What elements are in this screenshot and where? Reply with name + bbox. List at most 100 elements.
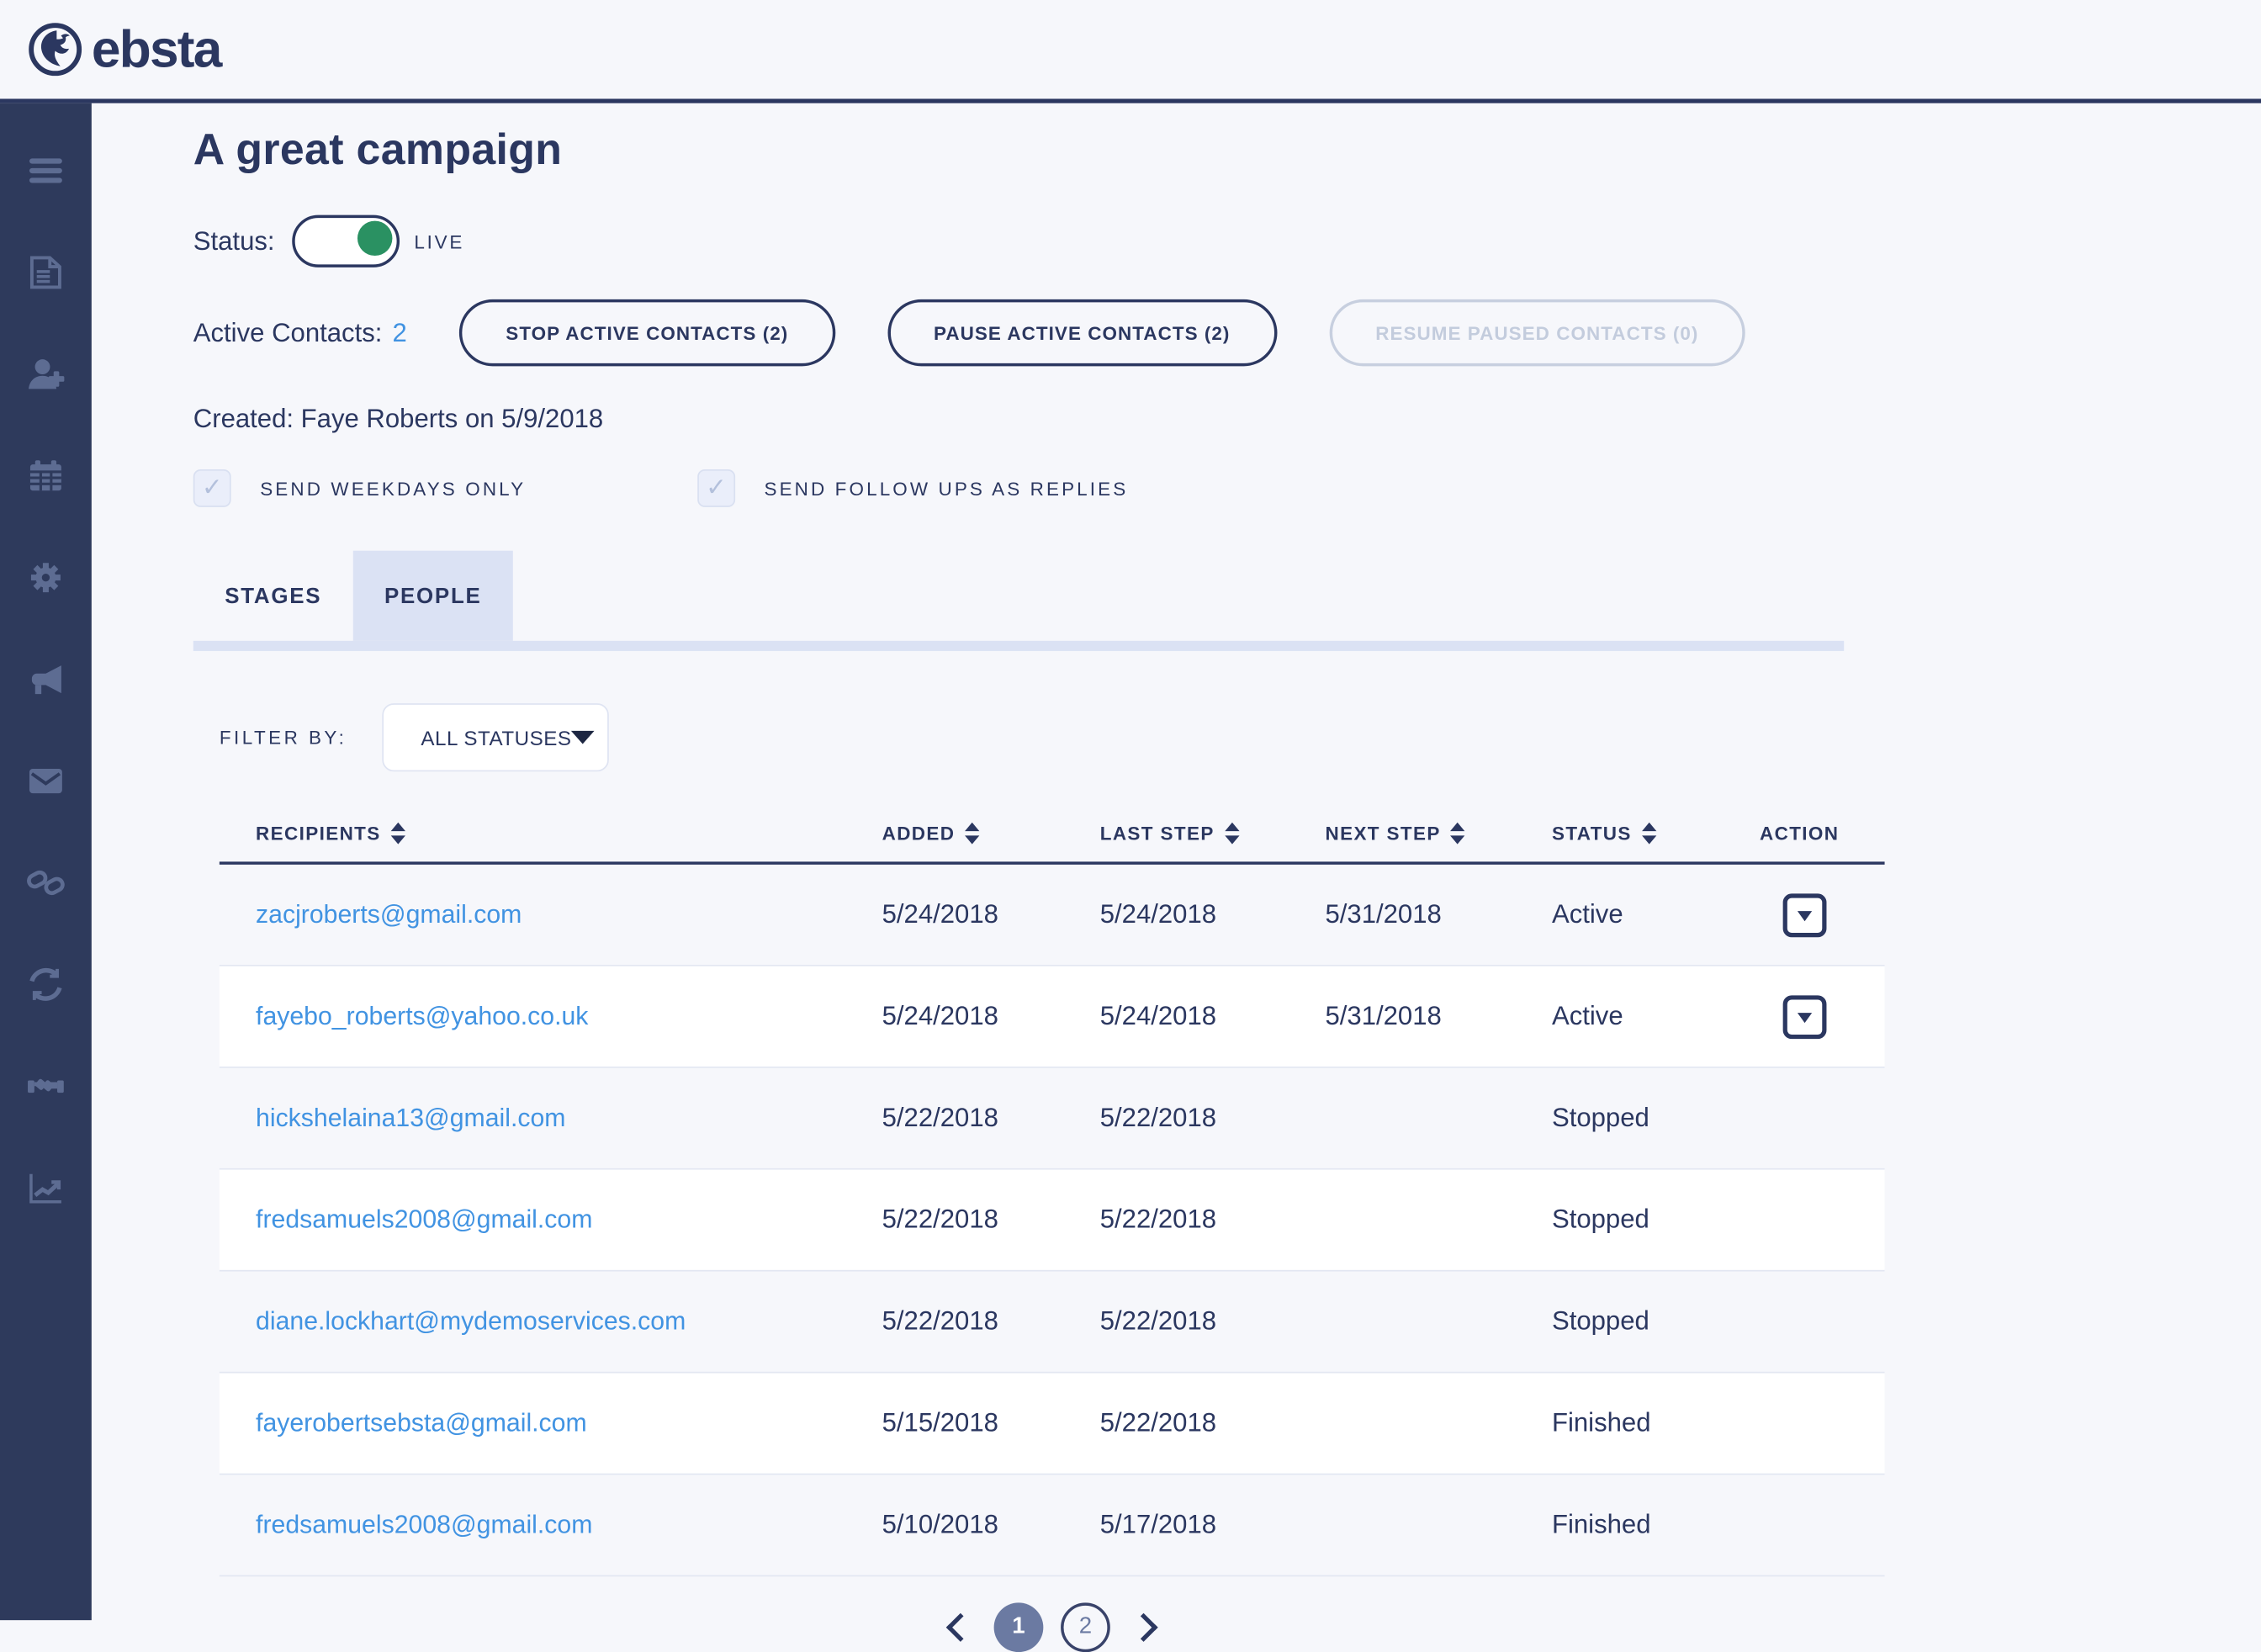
chart-icon[interactable] <box>0 1168 92 1208</box>
table-row: fredsamuels2008@gmail.com 5/10/2018 5/17… <box>219 1475 1885 1577</box>
column-label: NEXT STEP <box>1325 821 1441 844</box>
campaign-action-buttons: STOP ACTIVE CONTACTS (2) PAUSE ACTIVE CON… <box>407 299 1745 367</box>
last-step-cell: 5/24/2018 <box>1099 1001 1217 1030</box>
campaign-action-button[interactable]: PAUSE ACTIVE CONTACTS (2) <box>887 299 1277 367</box>
action-cell <box>1760 892 1885 937</box>
top-bar: ebsta <box>0 0 2261 103</box>
table-row: zacjroberts@gmail.com 5/24/2018 5/24/201… <box>219 865 1885 966</box>
tab[interactable]: STAGES <box>225 583 322 608</box>
last-step-cell: 5/22/2018 <box>1099 1407 1217 1438</box>
status-cell: Active <box>1551 1001 1623 1030</box>
ebsta-logo[interactable]: ebsta <box>26 19 223 80</box>
next-step-cell: 5/31/2018 <box>1325 899 1442 929</box>
recipient-cell: zacjroberts@gmail.com <box>220 899 882 929</box>
column-header-recipients[interactable]: RECIPIENTS <box>220 821 882 844</box>
created-info: Created: Faye Roberts on 5/9/2018 <box>193 404 604 433</box>
ebsta-bird-icon <box>26 20 84 78</box>
filter-row: FILTER BY: ALL STATUSES <box>220 703 2261 772</box>
row-action-dropdown-button[interactable] <box>1782 892 1827 937</box>
status-cell: Active <box>1551 899 1623 929</box>
last-step-cell: 5/17/2018 <box>1099 1509 1217 1539</box>
status-value: LIVE <box>414 230 465 252</box>
column-label: STATUS <box>1551 821 1632 844</box>
status-row: Status: LIVE <box>193 214 2261 267</box>
recipient-email-link[interactable]: fayerobertsebsta@gmail.com <box>256 1407 587 1438</box>
column-header-next-step[interactable]: NEXT STEP <box>1325 821 1551 844</box>
table-row: fayerobertsebsta@gmail.com 5/15/2018 5/2… <box>219 1373 1885 1475</box>
document-icon[interactable] <box>0 253 92 293</box>
checkbox-checked-icon[interactable] <box>697 469 735 507</box>
sort-icon <box>1224 821 1240 844</box>
last-step-cell: 5/22/2018 <box>1099 1103 1217 1132</box>
column-label: RECIPIENTS <box>256 821 381 844</box>
add-contact-icon[interactable] <box>0 355 92 394</box>
recipient-cell: diane.lockhart@mydemoservices.com <box>220 1306 882 1337</box>
recipient-email-link[interactable]: fayebo_roberts@yahoo.co.uk <box>256 1001 589 1030</box>
sort-icon <box>390 821 405 844</box>
added-cell: 5/24/2018 <box>882 1001 998 1030</box>
status-cell: Finished <box>1551 1509 1651 1539</box>
menu-icon[interactable] <box>0 151 92 191</box>
column-header-added[interactable]: ADDED <box>882 821 1100 844</box>
option-checkbox-group[interactable]: SEND WEEKDAYS ONLY <box>193 469 526 507</box>
added-cell: 5/22/2018 <box>882 1306 998 1336</box>
recipient-email-link[interactable]: diane.lockhart@mydemoservices.com <box>256 1306 686 1336</box>
chevron-left-icon[interactable] <box>945 1612 975 1642</box>
recipient-cell: fayerobertsebsta@gmail.com <box>220 1408 882 1438</box>
added-cell: 5/22/2018 <box>882 1205 998 1234</box>
campaign-action-button[interactable]: STOP ACTIVE CONTACTS (2) <box>459 299 835 367</box>
sort-icon <box>1450 821 1466 844</box>
brand-name: ebsta <box>91 19 223 79</box>
page-button[interactable]: 2 <box>1061 1602 1110 1652</box>
calendar-icon[interactable] <box>0 456 92 495</box>
table-body: zacjroberts@gmail.com 5/24/2018 5/24/201… <box>219 865 1885 1577</box>
recipient-email-link[interactable]: hickshelaina13@gmail.com <box>256 1103 566 1132</box>
added-cell: 5/15/2018 <box>882 1407 998 1438</box>
active-contacts-count: 2 <box>392 317 407 347</box>
table-row: hickshelaina13@gmail.com 5/22/2018 5/22/… <box>219 1068 1885 1170</box>
campaign-action-button[interactable]: RESUME PAUSED CONTACTS (0) <box>1328 299 1745 367</box>
recipient-cell: hickshelaina13@gmail.com <box>220 1103 882 1133</box>
page-button[interactable]: 1 <box>993 1602 1044 1652</box>
last-step-cell: 5/22/2018 <box>1099 1306 1217 1336</box>
settings-gear-icon[interactable] <box>0 558 92 597</box>
recipient-email-link[interactable]: zacjroberts@gmail.com <box>256 899 522 929</box>
tab[interactable]: PEOPLE <box>352 550 513 641</box>
option-label: SEND FOLLOW UPS AS REPLIES <box>764 477 1129 500</box>
recipient-cell: fredsamuels2008@gmail.com <box>220 1205 882 1235</box>
table-row: diane.lockhart@mydemoservices.com 5/22/2… <box>219 1272 1885 1374</box>
option-checkbox-group[interactable]: SEND FOLLOW UPS AS REPLIES <box>697 469 1128 507</box>
added-cell: 5/24/2018 <box>882 899 998 929</box>
sync-icon[interactable] <box>0 965 92 1004</box>
column-label: ACTION <box>1760 821 1840 844</box>
toggle-knob-on <box>357 220 393 257</box>
row-action-dropdown-button[interactable] <box>1782 994 1827 1039</box>
option-label: SEND WEEKDAYS ONLY <box>260 477 527 500</box>
link-icon[interactable] <box>0 863 92 903</box>
status-filter-dropdown[interactable]: ALL STATUSES <box>381 703 609 772</box>
chevron-right-icon[interactable] <box>1129 1612 1158 1642</box>
column-header-status[interactable]: STATUS <box>1551 821 1760 844</box>
last-step-cell: 5/24/2018 <box>1099 899 1217 929</box>
recipient-email-link[interactable]: fredsamuels2008@gmail.com <box>256 1509 593 1539</box>
caret-down-icon <box>571 730 596 744</box>
tabs: STAGES PEOPLE <box>193 550 2261 641</box>
handshake-icon[interactable] <box>0 1067 92 1106</box>
status-cell: Stopped <box>1551 1205 1649 1234</box>
status-cell: Stopped <box>1551 1306 1649 1336</box>
caret-down-icon <box>1797 1012 1813 1023</box>
status-cell: Finished <box>1551 1407 1651 1438</box>
status-toggle[interactable] <box>292 214 400 267</box>
envelope-icon[interactable] <box>0 761 92 801</box>
column-header-last-step[interactable]: LAST STEP <box>1100 821 1326 844</box>
recipient-email-link[interactable]: fredsamuels2008@gmail.com <box>256 1205 593 1234</box>
added-cell: 5/10/2018 <box>882 1509 998 1539</box>
megaphone-icon[interactable] <box>0 659 92 699</box>
campaign-options: SEND WEEKDAYS ONLY SEND FOLLOW UPS AS RE… <box>193 469 2261 507</box>
table-row: fayebo_roberts@yahoo.co.uk 5/24/2018 5/2… <box>219 966 1885 1068</box>
column-header-action: ACTION <box>1760 822 1885 844</box>
checkbox-checked-icon[interactable] <box>193 469 231 507</box>
table-header-row: RECIPIENTS ADDED LAST STEP NEXT STEP STA… <box>219 803 1885 865</box>
